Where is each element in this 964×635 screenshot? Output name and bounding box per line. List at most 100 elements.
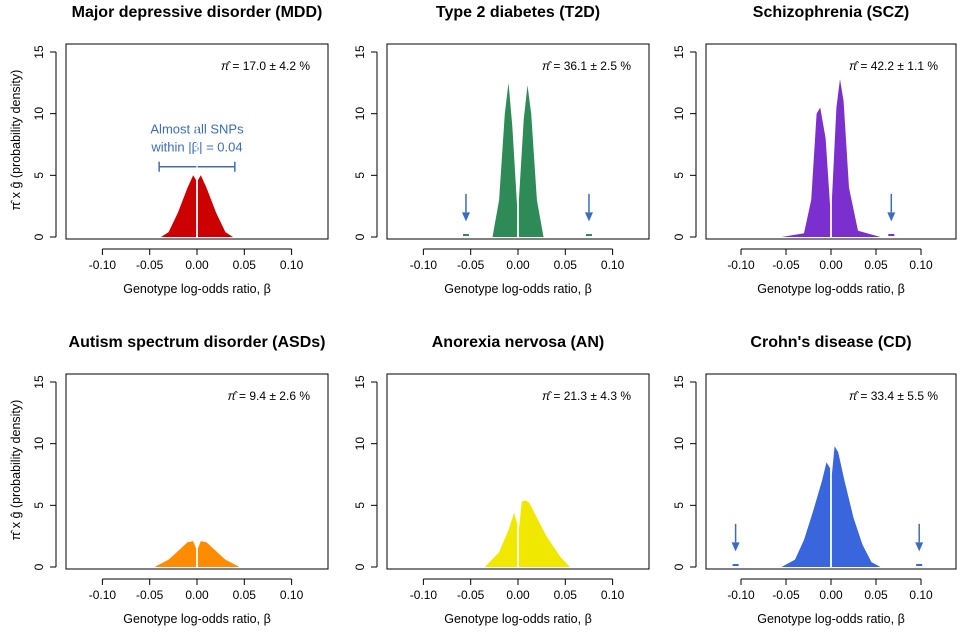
pi-hat-symbol: π̂ xyxy=(849,59,860,73)
outlier-arrow-icon xyxy=(584,212,593,222)
panel-1: Major depressive disorder (MDD)Almost al… xyxy=(32,4,329,296)
x-tick-label: -0.10 xyxy=(410,588,438,602)
x-tick-label: 0.10 xyxy=(909,258,933,272)
y-tick-label: 5 xyxy=(32,502,46,509)
y-tick-label: 15 xyxy=(672,375,686,389)
x-tick-label: 0.10 xyxy=(909,588,933,602)
y-tick-label: 5 xyxy=(353,502,367,509)
panel-title: Major depressive disorder (MDD) xyxy=(72,4,323,21)
pi-hat-value: = 42.2 ± 1.1 % xyxy=(860,59,938,73)
x-tick-label: 0.05 xyxy=(864,588,888,602)
density-positive xyxy=(197,541,240,567)
pi-hat-annotation: π̂ = 42.2 ± 1.1 % xyxy=(849,59,938,73)
plot-frame xyxy=(705,373,957,570)
y-tick-label: 10 xyxy=(672,107,686,121)
y-tick-label: 15 xyxy=(353,45,367,59)
panel-title: Crohn's disease (CD) xyxy=(750,334,911,351)
y-tick-label: 15 xyxy=(672,45,686,59)
x-tick-label: 0.00 xyxy=(819,258,843,272)
x-axis-label: Genotype log-odds ratio, β xyxy=(757,612,905,626)
panel-4: Autism spectrum disorder (ASDs) π̂ = 9.4 … xyxy=(32,334,329,626)
panel-title: Schizophrenia (SCZ) xyxy=(753,4,909,21)
x-tick-label: 0.05 xyxy=(554,588,578,602)
y-tick-label: 10 xyxy=(353,437,367,451)
x-tick-label: 0.10 xyxy=(601,258,625,272)
density-positive xyxy=(831,446,881,567)
density-negative xyxy=(492,82,518,237)
x-tick-label: -0.10 xyxy=(89,258,117,272)
x-tick-label: 0.10 xyxy=(280,588,304,602)
x-tick-label: -0.05 xyxy=(136,258,164,272)
pi-hat-value: = 21.3 ± 4.3 % xyxy=(553,389,631,403)
y-tick-label: 10 xyxy=(32,437,46,451)
pi-hat-annotation: π̂ = 36.1 ± 2.5 % xyxy=(542,59,631,73)
density-negative xyxy=(161,175,197,237)
density-positive xyxy=(197,175,233,237)
x-tick-label: -0.05 xyxy=(457,258,485,272)
pi-hat-value: = 33.4 ± 5.5 % xyxy=(860,389,938,403)
y-tick-label: 5 xyxy=(672,172,686,179)
x-tick-label: 0.05 xyxy=(233,258,257,272)
density-negative xyxy=(781,462,831,567)
outlier-arrow-icon xyxy=(731,542,740,552)
x-tick-label: 0.00 xyxy=(506,258,530,272)
y-tick-label: 0 xyxy=(32,233,46,240)
x-tick-label: 0.10 xyxy=(280,258,304,272)
plot-frame xyxy=(386,373,650,570)
y-tick-label: 0 xyxy=(32,563,46,570)
panel-title: Anorexia nervosa (AN) xyxy=(432,334,605,351)
x-tick-label: 0.05 xyxy=(864,258,888,272)
pi-hat-symbol: π̂ xyxy=(221,59,232,73)
y-tick-label: 15 xyxy=(353,375,367,389)
panel-3: Schizophrenia (SCZ) π̂ = 42.2 ± 1.1 % 0 5 10… xyxy=(672,4,957,296)
x-tick-label: 0.10 xyxy=(601,588,625,602)
y-tick-label: 10 xyxy=(32,107,46,121)
pi-hat-annotation: π̂ = 17.0 ± 4.2 % xyxy=(221,59,310,73)
x-tick-label: 0.00 xyxy=(185,588,209,602)
x-tick-label: -0.10 xyxy=(727,258,755,272)
x-axis-label: Genotype log-odds ratio, β xyxy=(444,282,592,296)
plot-frame xyxy=(65,373,329,570)
y-axis-label-row2: π̂ x ĝ (probability density) xyxy=(9,400,23,541)
panel-6: Crohn's disease (CD) π̂ = 33.4 ± 5.5 % 0 5 1… xyxy=(672,334,957,626)
outlier-arrow-icon xyxy=(887,212,896,222)
x-tick-label: 0.00 xyxy=(185,258,209,272)
x-axis-label: Genotype log-odds ratio, β xyxy=(123,282,271,296)
density-negative xyxy=(781,107,831,237)
plot-frame xyxy=(65,43,329,240)
pi-hat-annotation: π̂ = 9.4 ± 2.6 % xyxy=(228,389,311,403)
x-tick-label: -0.10 xyxy=(410,258,438,272)
panel-5: Anorexia nervosa (AN) π̂ = 21.3 ± 4.3 % 0 5… xyxy=(353,334,650,626)
x-tick-label: 0.05 xyxy=(233,588,257,602)
pi-hat-value: = 36.1 ± 2.5 % xyxy=(553,59,631,73)
x-axis-label: Genotype log-odds ratio, β xyxy=(123,612,271,626)
panels: Major depressive disorder (MDD)Almost al… xyxy=(32,4,957,626)
x-axis-label: Genotype log-odds ratio, β xyxy=(757,282,905,296)
density-positive xyxy=(831,79,881,237)
x-tick-label: 0.00 xyxy=(819,588,843,602)
panel-title: Autism spectrum disorder (ASDs) xyxy=(69,334,326,351)
panel-title: Type 2 diabetes (T2D) xyxy=(436,4,600,21)
pi-hat-value: = 9.4 ± 2.6 % xyxy=(239,389,310,403)
y-tick-label: 0 xyxy=(672,233,686,240)
x-tick-label: -0.05 xyxy=(136,588,164,602)
x-tick-label: -0.10 xyxy=(727,588,755,602)
outlier-arrow-icon xyxy=(915,542,924,552)
panel-2: Type 2 diabetes (T2D) π̂ = 36.1 ± 2.5 % 0 5… xyxy=(353,4,650,296)
density-positive xyxy=(518,500,570,567)
density-positive xyxy=(518,85,544,237)
x-tick-label: -0.05 xyxy=(772,588,800,602)
x-tick-label: 0.00 xyxy=(506,588,530,602)
y-tick-label: 10 xyxy=(353,107,367,121)
pi-hat-symbol: π̂ xyxy=(849,389,860,403)
y-tick-label: 5 xyxy=(32,172,46,179)
y-tick-label: 5 xyxy=(672,502,686,509)
y-tick-label: 0 xyxy=(353,233,367,240)
plot-frame xyxy=(386,43,650,240)
pi-hat-symbol: π̂ xyxy=(542,59,553,73)
y-tick-label: 15 xyxy=(32,45,46,59)
pi-hat-annotation: π̂ = 33.4 ± 5.5 % xyxy=(849,389,938,403)
x-tick-label: -0.10 xyxy=(89,588,117,602)
x-tick-label: 0.05 xyxy=(554,258,578,272)
